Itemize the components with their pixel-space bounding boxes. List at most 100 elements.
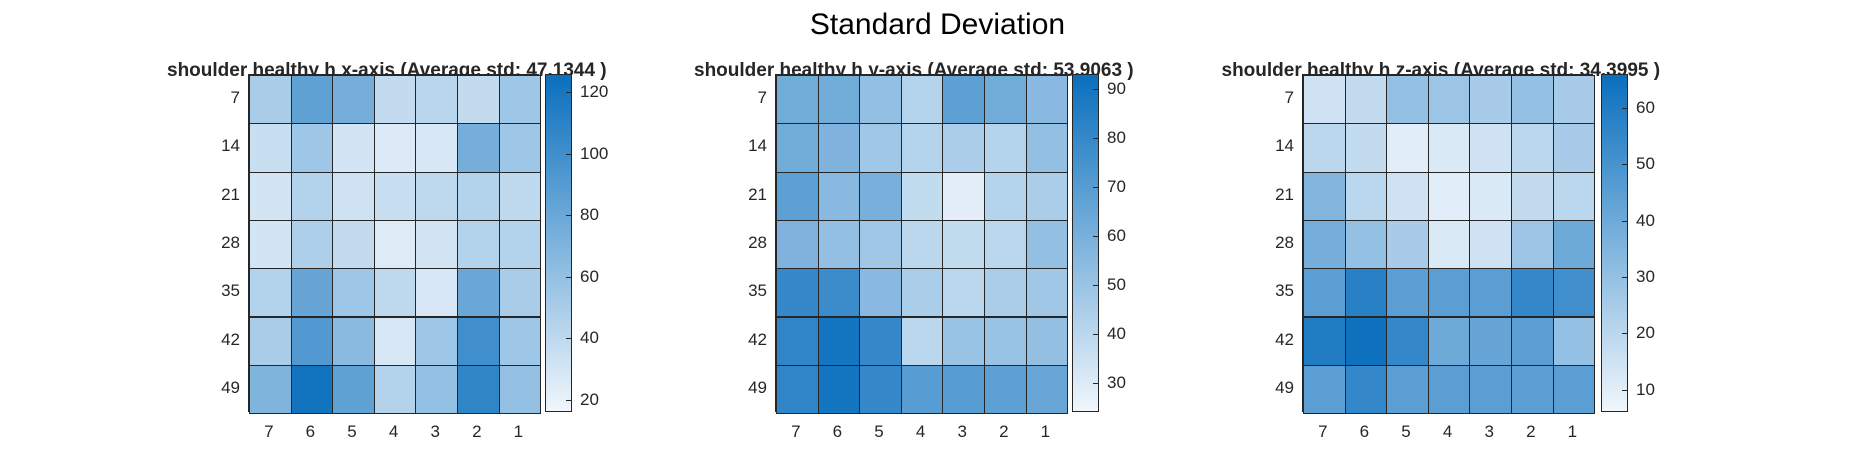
heatmap-cell xyxy=(1511,316,1554,366)
colorbar-tick-label: 40 xyxy=(580,328,599,348)
heatmap-cell xyxy=(1303,171,1346,221)
y-tick-label: 21 xyxy=(221,184,240,204)
heatmap-cell xyxy=(1511,219,1554,270)
colorbar-tick-label: 90 xyxy=(1107,78,1126,98)
heatmap-cell xyxy=(457,123,500,173)
heatmap-cell xyxy=(1386,364,1429,415)
heatmap-cell xyxy=(415,123,458,173)
colorbar-tick-label: 50 xyxy=(1636,154,1655,174)
heatmap-cell xyxy=(776,316,819,366)
heatmap-cell xyxy=(817,316,861,366)
heatmap-cell xyxy=(776,364,819,415)
heatmap-cell xyxy=(776,123,819,173)
heatmap-cell xyxy=(249,123,292,173)
heatmap-cell xyxy=(984,316,1027,366)
y-tick-label: 21 xyxy=(1275,184,1294,204)
heatmap-cell xyxy=(1025,123,1069,173)
heatmap-cell xyxy=(1511,268,1554,318)
heatmap-cell xyxy=(1025,316,1069,366)
heatmap-cell xyxy=(859,123,902,173)
x-tick-label: 3 xyxy=(430,422,440,442)
heatmap-grid xyxy=(1302,74,1596,415)
colorbar-tick xyxy=(566,338,571,340)
heatmap-cell xyxy=(332,364,375,415)
heatmap-cell xyxy=(332,219,375,270)
colorbar-tick xyxy=(566,215,571,217)
heatmap-cell xyxy=(1552,364,1596,415)
heatmap-cell xyxy=(1552,171,1596,221)
heatmap-cell xyxy=(290,219,334,270)
heatmap-cell xyxy=(776,171,819,221)
colorbar xyxy=(545,74,572,413)
colorbar-tick-label: 60 xyxy=(1107,225,1126,245)
colorbar-tick-label: 60 xyxy=(580,266,599,286)
heatmap-cell xyxy=(1386,123,1429,173)
colorbar-tick xyxy=(1622,276,1627,278)
heatmap-cell xyxy=(1386,75,1429,125)
heatmap-cell xyxy=(900,316,944,366)
heatmap-cell xyxy=(1511,75,1554,125)
heatmap-cell xyxy=(249,75,292,125)
heatmap-cell xyxy=(942,123,985,173)
heatmap-cell xyxy=(942,75,985,125)
heatmap-cell xyxy=(415,171,458,221)
heatmap-cell xyxy=(1469,219,1512,270)
heatmap-cell xyxy=(1552,316,1596,366)
colorbar-tick-label: 70 xyxy=(1107,176,1126,196)
y-tick-label: 49 xyxy=(221,377,240,397)
y-tick-label: 14 xyxy=(1275,136,1294,156)
heatmap-cell xyxy=(415,364,458,415)
heatmap-cell xyxy=(498,316,542,366)
colorbar-tick-label: 30 xyxy=(1636,266,1655,286)
heatmap-cell xyxy=(1344,171,1388,221)
heatmap-cell xyxy=(1469,171,1512,221)
heatmap-cell xyxy=(457,268,500,318)
colorbar-tick-label: 100 xyxy=(580,143,609,163)
colorbar-tick-label: 30 xyxy=(1107,372,1126,392)
heatmap-cell xyxy=(942,171,985,221)
colorbar-tick xyxy=(1093,186,1098,188)
heatmap-cell xyxy=(1025,75,1069,125)
colorbar-tick-label: 20 xyxy=(1636,323,1655,343)
heatmap-cell xyxy=(1303,316,1346,366)
heatmap-cell xyxy=(1344,316,1388,366)
heatmap-cell xyxy=(457,219,500,270)
heatmap-cell xyxy=(1511,123,1554,173)
heatmap-cell xyxy=(290,75,334,125)
heatmap-cell xyxy=(1427,316,1471,366)
heatmap-cell xyxy=(373,219,417,270)
heatmap-cell xyxy=(1427,268,1471,318)
y-tick-label: 7 xyxy=(757,88,767,108)
heatmap-cell xyxy=(1303,268,1346,318)
heatmap-grid xyxy=(775,74,1069,415)
heatmap-cell xyxy=(332,268,375,318)
heatmap-cell xyxy=(817,123,861,173)
heatmap-cell xyxy=(249,219,292,270)
y-tick-label: 35 xyxy=(1275,281,1294,301)
heatmap-cell xyxy=(498,268,542,318)
heatmap-cell xyxy=(373,171,417,221)
x-tick-label: 6 xyxy=(305,422,316,442)
heatmap-cell xyxy=(457,364,500,415)
colorbar-tick xyxy=(1093,284,1098,286)
heatmap-cell xyxy=(984,268,1027,318)
heatmap-cell xyxy=(1511,171,1554,221)
heatmap-cell xyxy=(900,268,944,318)
heatmap-cell xyxy=(859,75,902,125)
heatmap-cell xyxy=(498,123,542,173)
heatmap-cell xyxy=(249,316,292,366)
heatmap-cell xyxy=(457,316,500,366)
heatmap-cell xyxy=(1552,268,1596,318)
y-tick-label: 14 xyxy=(221,136,240,156)
heatmap-cell xyxy=(1344,75,1388,125)
colorbar-tick xyxy=(1093,382,1098,384)
heatmap-cell xyxy=(1344,364,1388,415)
colorbar-tick xyxy=(1622,164,1627,166)
heatmap-cell xyxy=(900,219,944,270)
heatmap-cell xyxy=(290,316,334,366)
colorbar-tick xyxy=(566,153,571,155)
heatmap-cell xyxy=(1427,364,1471,415)
heatmap-cell xyxy=(498,364,542,415)
heatmap-cell xyxy=(415,219,458,270)
